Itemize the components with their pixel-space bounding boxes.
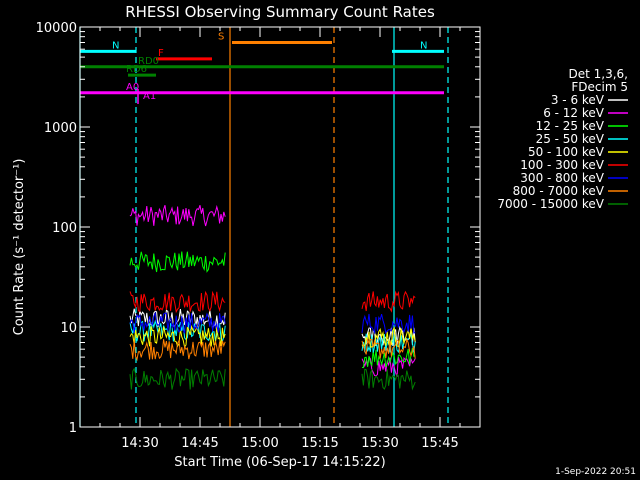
flag-label-1: N — [112, 40, 119, 51]
y-tick-label-4: 10000 — [36, 21, 77, 36]
flag-label-6: A0 — [126, 82, 139, 93]
flag-label-2: N — [420, 40, 427, 51]
legend-label-300-800-keV: 300 - 800 keV — [520, 171, 604, 185]
legend-label-6-12-keV: 6 - 12 keV — [543, 106, 605, 120]
legend-label-800-7000-keV: 800 - 7000 keV — [513, 184, 605, 198]
series-trace-12-25-keV-seg0 — [129, 251, 226, 273]
series-trace-800-7000-keV-seg0 — [129, 339, 226, 362]
y-tick-label-3: 1000 — [44, 121, 77, 136]
series-trace-7000-15000-keV-seg1 — [361, 368, 416, 391]
legend-label-50-100-keV: 50 - 100 keV — [528, 145, 605, 159]
legend-label-25-50-keV: 25 - 50 keV — [536, 132, 605, 146]
x-axis-label: Start Time (06-Sep-17 14:15:22) — [174, 455, 385, 470]
series-trace-50-100-keV-seg1 — [361, 326, 416, 348]
y-tick-label-0: 1 — [69, 421, 77, 436]
footer-timestamp: 1-Sep-2022 20:51 — [555, 467, 636, 477]
y-tick-label-1: 10 — [60, 321, 77, 336]
y-axis-label: Count Rate (s⁻¹ detector⁻¹) — [12, 159, 27, 336]
legend-title-1: Det 1,3,6, — [569, 67, 629, 81]
flag-label-4: RD0 — [138, 56, 159, 67]
series-trace-6-12-keV-seg0 — [129, 204, 226, 227]
y-tick-label-2: 100 — [52, 221, 77, 236]
flag-label-0: S — [218, 31, 224, 42]
series-trace-100-300-keV-seg1 — [361, 290, 416, 313]
series-trace-7000-15000-keV-seg0 — [129, 367, 226, 390]
series-trace-3-6-keV-seg0 — [129, 308, 226, 330]
x-tick-label-0: 14:30 — [121, 436, 158, 451]
legend-label-100-300-keV: 100 - 300 keV — [520, 158, 604, 172]
series-trace-12-25-keV-seg1 — [361, 347, 416, 369]
marker-label-0: A1 — [143, 91, 156, 102]
x-tick-label-4: 15:30 — [361, 436, 398, 451]
legend-label-7000-15000-keV: 7000 - 15000 keV — [497, 197, 604, 211]
flag-label-5: RD6 — [126, 64, 147, 75]
legend-label-3-6-keV: 3 - 6 keV — [551, 93, 605, 107]
series-trace-100-300-keV-seg0 — [129, 290, 226, 314]
series-trace-300-800-keV-seg0 — [129, 311, 226, 334]
legend-label-12-25-keV: 12 - 25 keV — [536, 119, 605, 133]
legend-title-2: FDecim 5 — [571, 80, 628, 94]
flag-label-3: F — [158, 48, 164, 59]
series-trace-300-800-keV-seg1 — [361, 313, 416, 335]
x-tick-label-2: 15:00 — [241, 436, 278, 451]
x-tick-label-5: 15:45 — [421, 436, 458, 451]
series-trace-800-7000-keV-seg1 — [361, 337, 416, 359]
x-tick-label-1: 14:45 — [181, 436, 218, 451]
x-tick-label-3: 15:15 — [301, 436, 338, 451]
chart-title: RHESSI Observing Summary Count Rates — [125, 3, 435, 21]
